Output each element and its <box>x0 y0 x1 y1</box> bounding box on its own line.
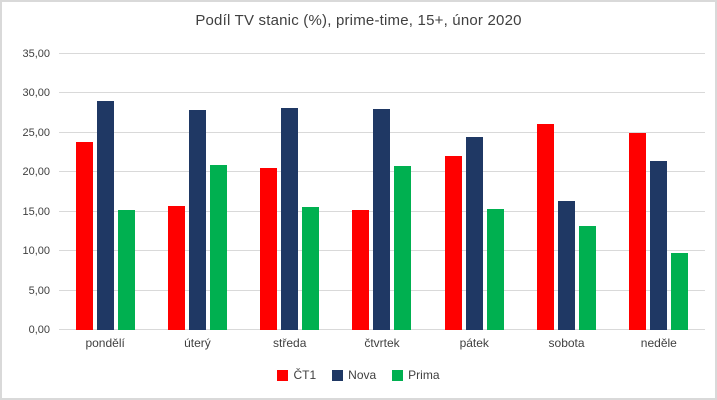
bar-group <box>520 54 612 330</box>
x-tick-label: pátek <box>459 336 489 350</box>
bar-prima <box>302 206 320 330</box>
legend-item-prima: Prima <box>392 368 440 382</box>
bar-prima <box>671 252 689 330</box>
bar-group <box>151 54 243 330</box>
x-tick-label: čtvrtek <box>364 336 400 350</box>
x-tick-label: neděle <box>640 336 677 350</box>
y-tick-label: 15,00 <box>22 205 50 218</box>
x-tick-label: úterý <box>184 336 211 350</box>
legend-swatch-prima-icon <box>392 369 404 381</box>
bar-nova <box>96 100 114 330</box>
x-axis: pondělí úterý středa čtvrtek pátek sobota nedě… <box>59 336 705 350</box>
bar-nova <box>650 161 668 330</box>
gridline <box>59 53 705 54</box>
bar-group <box>59 54 151 330</box>
bar-nova <box>188 110 206 330</box>
y-tick-label: 0,00 <box>28 324 50 336</box>
bar-prima <box>579 225 597 330</box>
bar-prima <box>209 165 227 330</box>
bar-čt1 <box>260 168 278 330</box>
x-tick-label: středa <box>273 336 307 350</box>
bar-group <box>428 54 520 330</box>
legend-label: ČT1 <box>293 368 317 382</box>
bar-prima <box>394 165 412 330</box>
legend-swatch-nova-icon <box>332 369 344 381</box>
y-axis: 0,00 5,00 10,00 15,00 20,00 25,00 30,00 35,00 <box>2 48 50 336</box>
y-tick-label: 20,00 <box>22 166 50 179</box>
bar-nova <box>465 136 483 330</box>
plot-area <box>59 53 705 330</box>
bar-group <box>336 54 428 330</box>
bar-group <box>613 54 705 330</box>
bar-čt1 <box>629 132 647 330</box>
legend: ČT1 Nova Prima <box>2 368 715 382</box>
bar-group <box>244 54 336 330</box>
legend-item-nova: Nova <box>332 368 376 382</box>
legend-label: Prima <box>408 368 440 382</box>
bar-čt1 <box>537 124 555 330</box>
bar-čt1 <box>75 142 93 330</box>
bar-nova <box>281 107 299 330</box>
chart-title: Podíl TV stanic (%), prime-time, 15+, ún… <box>195 12 522 29</box>
bar-nova <box>373 109 391 330</box>
y-tick-label: 10,00 <box>22 245 50 258</box>
bar-prima <box>486 209 504 330</box>
y-tick-label: 35,00 <box>22 48 50 60</box>
bar-čt1 <box>167 206 185 330</box>
x-tick-label: pondělí <box>85 336 125 350</box>
x-tick-label: sobota <box>548 336 585 350</box>
legend-item-čt1: ČT1 <box>277 368 316 382</box>
bar-čt1 <box>444 155 462 330</box>
gridline <box>59 92 705 94</box>
bar-nova <box>558 201 576 330</box>
legend-label: Nova <box>348 368 377 382</box>
legend-swatch-čt1-icon <box>277 369 289 381</box>
y-tick-label: 25,00 <box>22 126 50 139</box>
y-tick-label: 30,00 <box>22 87 50 100</box>
bar-prima <box>117 210 135 330</box>
bar-čt1 <box>352 210 370 330</box>
y-tick-label: 5,00 <box>28 284 50 297</box>
